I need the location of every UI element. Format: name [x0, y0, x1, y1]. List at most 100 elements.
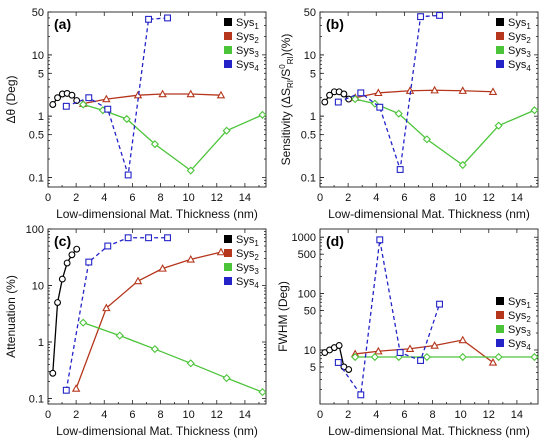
data-point [422, 135, 431, 144]
legend-entry: Sys4 [508, 59, 531, 73]
y-axis-title: Attenuation (%) [4, 275, 18, 358]
data-point [54, 94, 62, 102]
legend-swatch [496, 18, 504, 26]
data-point [58, 275, 66, 283]
plot-frame [319, 228, 539, 405]
panel-label: (c) [54, 233, 71, 249]
data-point [340, 90, 348, 98]
y-axis-title: Sensitivity (ΔSRI/S0RI)(%) [278, 34, 295, 166]
x-tick-label: 14 [511, 409, 523, 421]
data-point [326, 91, 334, 99]
data-point [357, 391, 365, 399]
data-point [158, 264, 167, 272]
data-point [258, 388, 267, 397]
data-point [488, 358, 498, 366]
x-tick-label: 12 [483, 409, 495, 421]
series-line [355, 339, 494, 363]
data-point [150, 140, 159, 149]
y-tick-label: 100 [298, 289, 316, 301]
series-Sys4 [62, 14, 171, 179]
data-point [530, 352, 539, 362]
data-point [49, 101, 57, 108]
x-tick-label: 2 [345, 192, 351, 204]
y-tick-label: 50 [304, 7, 316, 19]
data-point [357, 89, 365, 97]
legend-entry: Sys4 [508, 338, 531, 352]
series-Sys1 [49, 245, 81, 377]
data-point [370, 352, 379, 362]
data-point [62, 102, 70, 110]
legend-entry: Sys4 [236, 276, 259, 290]
panel-label: (a) [54, 16, 71, 32]
y-tick-label: 0.5 [29, 130, 44, 142]
data-point [73, 245, 81, 253]
x-tick-label: 10 [455, 192, 467, 204]
x-axis-title: Low-dimensional Mat. Thickness (nm) [328, 207, 530, 221]
series-Sys3 [351, 352, 539, 362]
y-tick-label: 1 [38, 337, 44, 349]
x-axis-title: Low-dimensional Mat. Thickness (nm) [56, 207, 258, 221]
data-point [63, 259, 71, 267]
y-tick-label: 0.1 [29, 394, 44, 406]
x-tick-label: 6 [129, 192, 135, 204]
panel-label: (b) [326, 16, 344, 32]
data-point [186, 254, 195, 263]
x-tick-label: 2 [73, 409, 79, 421]
data-point [216, 90, 226, 99]
data-point [62, 386, 70, 394]
data-point [158, 89, 167, 98]
x-tick-label: 0 [317, 192, 323, 204]
data-point [458, 86, 467, 94]
x-tick-label: 12 [211, 409, 223, 421]
data-point [104, 242, 112, 250]
y-tick-label: 5 [38, 68, 44, 80]
series-Sys1 [321, 342, 353, 373]
data-point [186, 359, 195, 368]
data-point [49, 369, 57, 377]
data-point [430, 341, 439, 349]
series-Sys1 [49, 89, 81, 108]
series-line [338, 14, 440, 170]
x-tick-label: 8 [429, 192, 435, 204]
data-point [334, 359, 342, 366]
legend-swatch [224, 277, 232, 285]
data-point [351, 95, 360, 104]
panel-3: 0 2 4 6 8 10 12 14 5 10 50 100 500 1000 Low-dimensiona… [276, 228, 539, 438]
data-point [85, 94, 93, 102]
data-point [394, 109, 403, 118]
plot-frame [47, 228, 267, 405]
data-point [422, 352, 431, 362]
series-Sys2 [78, 89, 226, 107]
legend-entry: Sys1 [236, 234, 259, 248]
data-point [494, 352, 503, 362]
legend-entry: Sys1 [236, 17, 259, 31]
data-point [122, 114, 131, 124]
data-point [351, 352, 360, 362]
x-tick-label: 12 [211, 192, 223, 204]
data-point [430, 85, 439, 94]
x-tick-label: 14 [239, 409, 251, 421]
data-point [494, 121, 503, 130]
x-tick-label: 12 [483, 192, 495, 204]
legend-entry: Sys3 [236, 262, 259, 276]
x-tick-label: 14 [511, 192, 523, 204]
data-point [376, 236, 384, 244]
x-tick-label: 14 [239, 192, 251, 204]
x-tick-label: 0 [45, 409, 51, 421]
data-point [436, 300, 443, 308]
y-tick-label: 100 [26, 224, 44, 236]
y-tick-label: 5 [310, 68, 316, 80]
legend-entry: Sys2 [508, 31, 531, 45]
x-tick-label: 4 [101, 409, 107, 421]
data-point [334, 98, 342, 106]
data-point [396, 349, 404, 356]
y-tick-label: 5 [310, 362, 316, 374]
legend-swatch [496, 60, 504, 68]
series-Sys4 [334, 236, 443, 399]
legend-entry: Sys4 [236, 59, 259, 73]
series-Sys3 [79, 318, 267, 397]
legend-swatch [496, 311, 504, 319]
y-tick-label: 50 [304, 306, 316, 318]
data-point [222, 126, 231, 135]
series-Sys2 [350, 85, 498, 101]
